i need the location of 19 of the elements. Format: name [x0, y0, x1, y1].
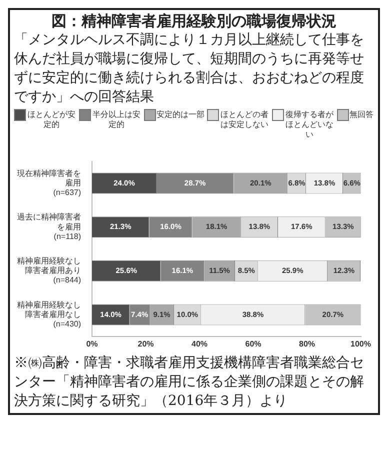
- legend-label: 復帰する者がほとんどいない: [284, 110, 334, 140]
- chart-subtitle: 「メンタルヘルス不調により１カ月以上継続して仕事を休んだ社員が職場に復帰して、短期間のうちに再発等せずに安定的に働き続けられる割合は、おおむねどの程度ですか」への回答結果: [14, 31, 365, 107]
- x-tick-label: 100%: [350, 340, 372, 349]
- y-tick-label: 精神雇用経験なし障害者雇用なし(n=430): [17, 300, 82, 329]
- x-tick-label: 60%: [245, 340, 262, 349]
- legend-label: 半分以上は安定的: [92, 110, 142, 130]
- text: ※㈱高齢・障害・求職者雇用支援機構障害者職業総合センター「精神障害者の雇用に係る企業側の課題とその解決方策に関する研究」（2016年３月）より: [14, 354, 365, 411]
- x-tick-label: 0%: [86, 340, 98, 349]
- legend-label: ほとんどの者は安定しない: [220, 110, 270, 130]
- legend-label: 安定的は一部: [156, 110, 204, 120]
- y-tick-label: 精神雇用経験なし障害者雇用あり(n=844): [17, 256, 82, 285]
- y-tick-label: 過去に精神障害者を雇用(n=118): [17, 212, 82, 241]
- x-tick-label: 20%: [138, 340, 154, 349]
- chart-title: 図：精神障害者雇用経験別の職場復帰状況: [50, 12, 338, 31]
- y-tick-label: 現在精神障害者を雇用(n=637): [17, 168, 82, 198]
- x-tick-label: 40%: [192, 340, 208, 349]
- legend-label: ほとんどが安定的: [26, 110, 76, 130]
- legend-label: 無回答: [350, 110, 374, 120]
- x-tick-label: 80%: [299, 340, 316, 349]
